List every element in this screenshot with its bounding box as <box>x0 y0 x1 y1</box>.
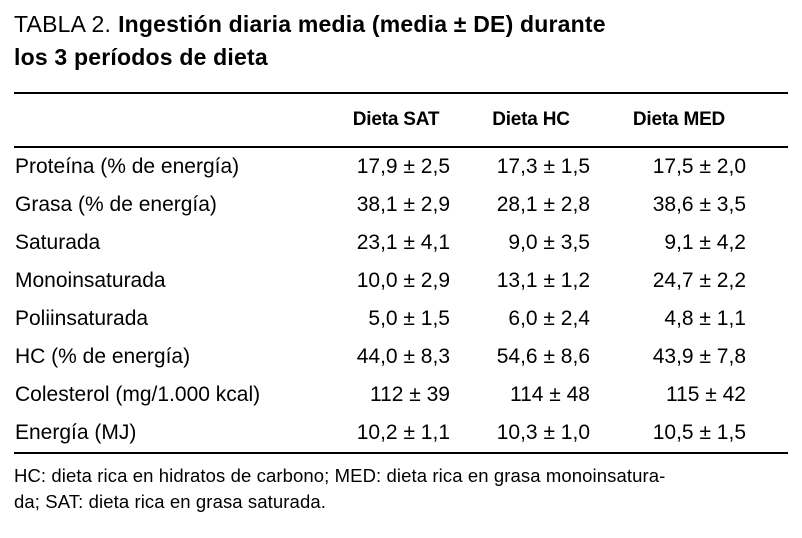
value-cell: 4,8 ± 1,1 <box>664 307 746 330</box>
value-cell: 10,3 ± 1,0 <box>496 421 590 444</box>
table-row: Poliinsaturada 5,0 ± 1,5 6,0 ± 2,4 4,8 ±… <box>14 300 788 338</box>
value-cell: 115 ± 42 <box>665 383 746 406</box>
row-label: Grasa (% de energía) <box>15 193 217 216</box>
table-row: Monoinsaturada 10,0 ± 2,9 13,1 ± 1,2 24,… <box>14 262 788 300</box>
table-title-text-line2: los 3 períodos de dieta <box>14 44 268 70</box>
value-cell: 38,1 ± 2,9 <box>356 193 450 216</box>
value-cell: 10,2 ± 1,1 <box>356 421 450 444</box>
row-label: Colesterol (mg/1.000 kcal) <box>15 383 261 406</box>
value-cell: 17,9 ± 2,5 <box>356 155 450 178</box>
value-cell: 24,7 ± 2,2 <box>652 269 746 292</box>
table-row: Grasa (% de energía) 38,1 ± 2,9 28,1 ± 2… <box>14 186 788 224</box>
row-label: Energía (MJ) <box>15 421 137 444</box>
column-header-dieta-hc: Dieta HC <box>492 109 570 130</box>
value-cell: 17,5 ± 2,0 <box>652 155 746 178</box>
table-title-text-line1: Ingestión diaria media (media ± DE) dura… <box>118 11 606 37</box>
value-cell: 13,1 ± 1,2 <box>496 269 590 292</box>
table-row: Proteína (% de energía) 17,9 ± 2,5 17,3 … <box>14 148 788 186</box>
value-cell: 43,9 ± 7,8 <box>652 345 746 368</box>
value-cell: 10,5 ± 1,5 <box>652 421 746 444</box>
value-cell: 114 ± 48 <box>509 383 590 406</box>
value-cell: 10,0 ± 2,9 <box>356 269 450 292</box>
table-row: Colesterol (mg/1.000 kcal) 112 ± 39 114 … <box>14 376 788 414</box>
top-rule <box>14 92 788 94</box>
header-rule <box>14 146 788 148</box>
table-row: Energía (MJ) 10,2 ± 1,1 10,3 ± 1,0 10,5 … <box>14 414 788 452</box>
row-label: HC (% de energía) <box>15 345 191 368</box>
column-header-dieta-med: Dieta MED <box>632 109 726 130</box>
row-label: Saturada <box>15 231 101 254</box>
row-label: Proteína (% de energía) <box>15 155 240 178</box>
value-cell: 54,6 ± 8,6 <box>496 345 590 368</box>
table-title: TABLA 2. Ingestión diaria media (media ± … <box>14 8 788 74</box>
value-cell: 38,6 ± 3,5 <box>652 193 746 216</box>
column-header-dieta-sat: Dieta SAT <box>352 109 440 130</box>
column-header-row: Dieta SAT Dieta HC Dieta MED <box>14 94 788 146</box>
value-cell: 9,1 ± 4,2 <box>664 231 746 254</box>
row-label: Poliinsaturada <box>15 307 149 330</box>
table-footnote: HC: dieta rica en hidratos de carbono; M… <box>14 454 788 515</box>
footnote-line: da; SAT: dieta rica en grasa saturada. <box>14 491 326 512</box>
value-cell: 112 ± 39 <box>369 383 450 406</box>
value-cell: 17,3 ± 1,5 <box>496 155 590 178</box>
table-row: HC (% de energía) 44,0 ± 8,3 54,6 ± 8,6 … <box>14 338 788 376</box>
value-cell: 44,0 ± 8,3 <box>356 345 450 368</box>
value-cell: 9,0 ± 3,5 <box>508 231 590 254</box>
data-table-body: Proteína (% de energía) 17,9 ± 2,5 17,3 … <box>14 148 788 452</box>
table-row: Saturada 23,1 ± 4,1 9,0 ± 3,5 9,1 ± 4,2 <box>14 224 788 262</box>
table-number-label: TABLA 2. <box>14 11 112 37</box>
footnote-line: HC: dieta rica en hidratos de carbono; M… <box>14 465 666 486</box>
value-cell: 6,0 ± 2,4 <box>508 307 590 330</box>
value-cell: 23,1 ± 4,1 <box>356 231 450 254</box>
row-label: Monoinsaturada <box>15 269 166 292</box>
value-cell: 5,0 ± 1,5 <box>368 307 450 330</box>
bottom-rule <box>14 452 788 454</box>
value-cell: 28,1 ± 2,8 <box>496 193 590 216</box>
table-title-line1: TABLA 2. Ingestión diaria media (media ± … <box>14 8 788 41</box>
